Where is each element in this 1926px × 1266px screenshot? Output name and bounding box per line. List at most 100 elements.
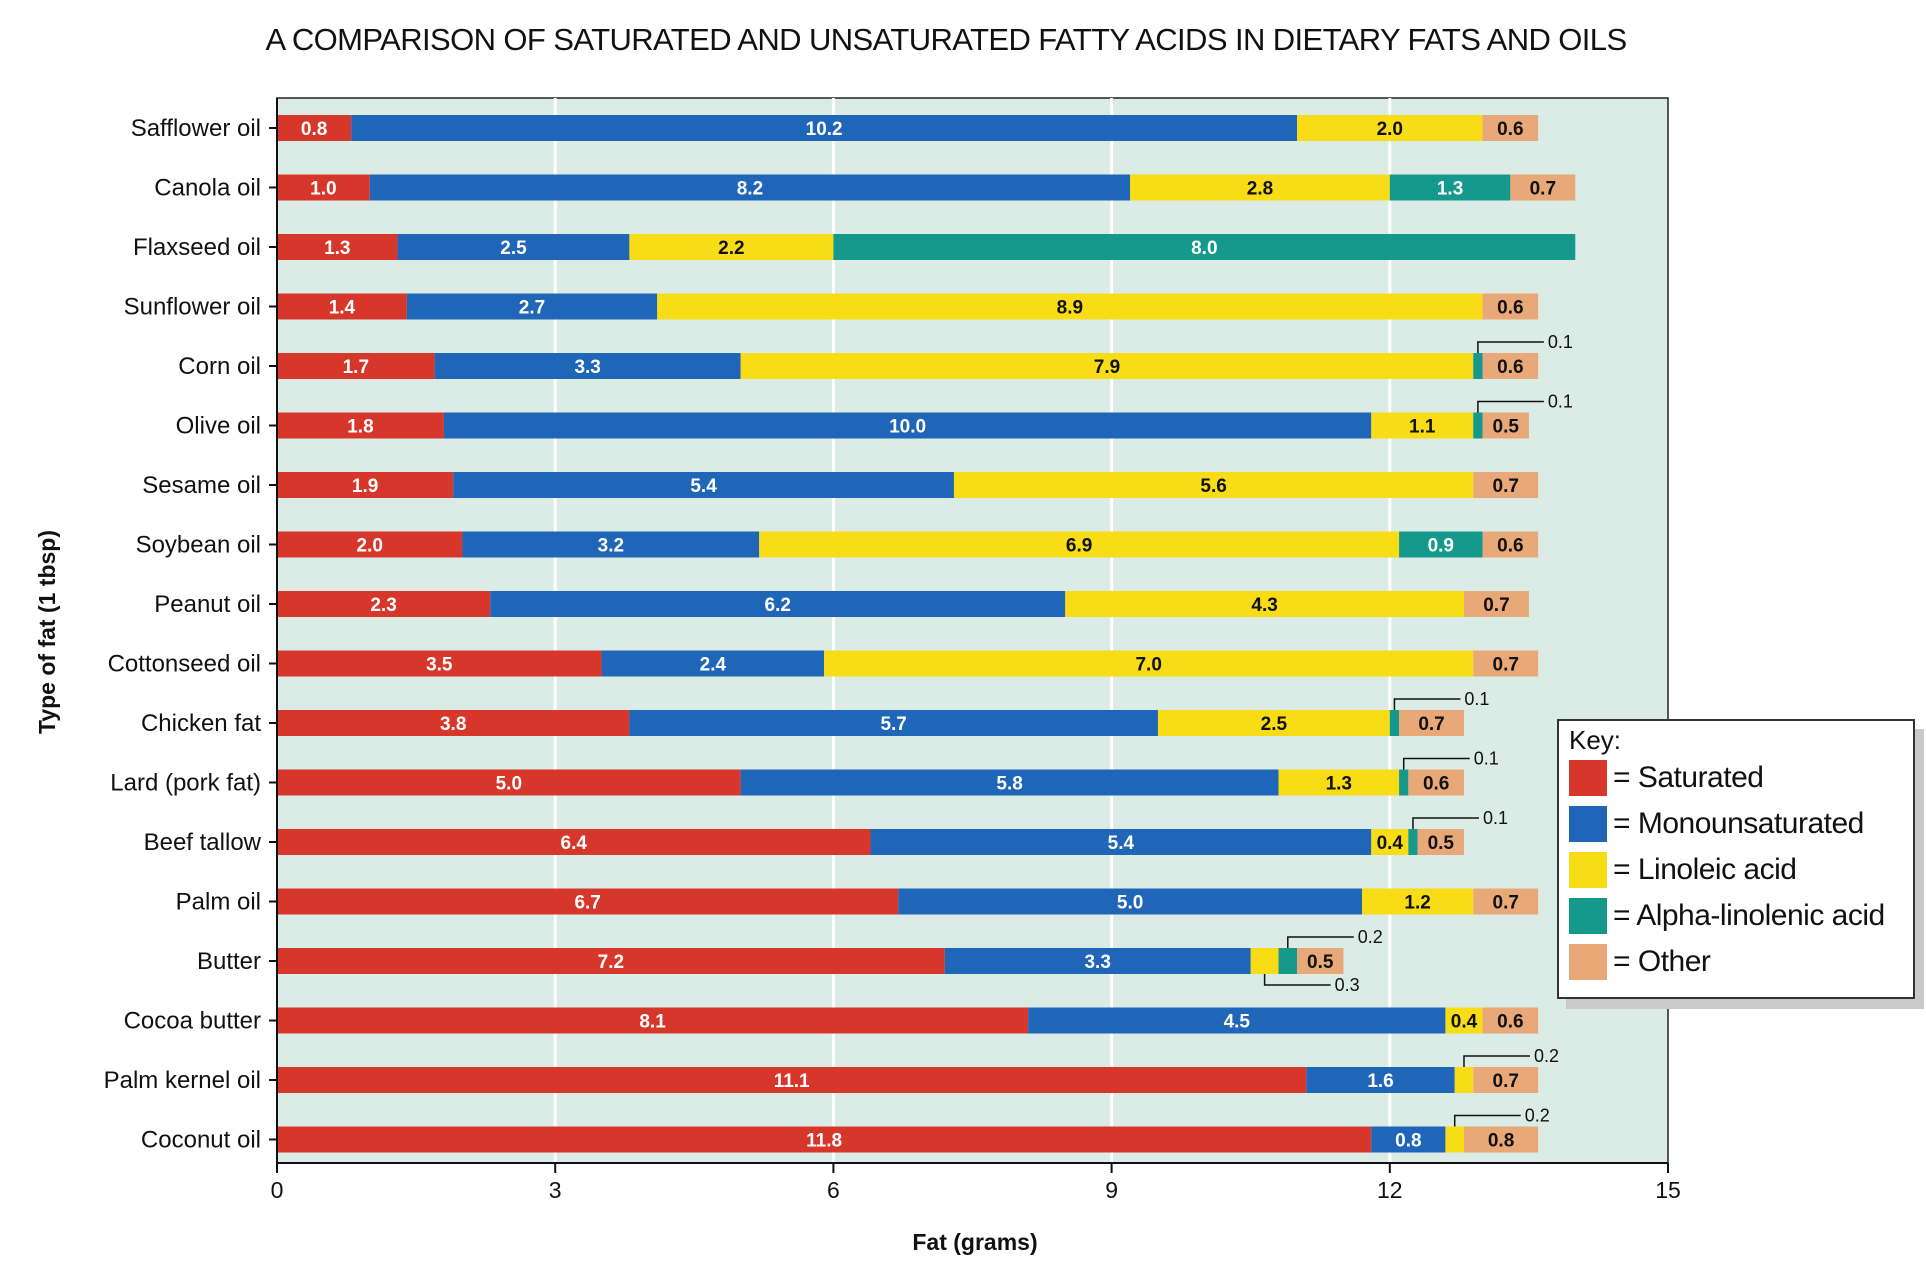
- bar-segment-cottonseed-oil-linoleic-acid: [824, 650, 1474, 677]
- y-axis-title: Type of fat (1 tbsp): [34, 530, 60, 734]
- bar-segment-butter-other: [1297, 948, 1344, 974]
- bar-segment-palm-oil-other: [1473, 888, 1539, 915]
- bar-segment-coconut-oil-monounsaturated: [1371, 1126, 1446, 1153]
- bar-segment-palm-oil-monounsaturated: [898, 888, 1362, 915]
- data-label-canola-oil-monounsaturated: 8.2: [737, 179, 763, 200]
- bar-segment-safflower-oil-monounsaturated: [351, 115, 1298, 141]
- bar-segment-lard-pork-fat-other: [1408, 769, 1464, 796]
- data-label-sunflower-oil-monounsaturated: 2.7: [519, 298, 545, 319]
- bar-segment-butter-linoleic-acid: [1250, 948, 1279, 974]
- data-label-peanut-oil-other: 0.7: [1483, 595, 1509, 616]
- legend-items: = Saturated = Monounsaturated = Linoleic a…: [1569, 755, 1905, 985]
- callouts: 0.1 0.1 0.1 0.1 0.1 0.2 0.3 0.2 0.2: [1263, 332, 1573, 1127]
- data-label-cocoa-butter-saturated: 8.1: [639, 1012, 666, 1033]
- data-label-olive-oil-other: 0.5: [1493, 417, 1520, 438]
- data-label-chicken-fat-other: 0.7: [1418, 714, 1444, 735]
- legend-label: = Other: [1613, 945, 1711, 978]
- bar-segment-chicken-fat-linoleic-acid: [1157, 710, 1390, 736]
- bar-segment-sesame-oil-linoleic-acid: [953, 472, 1474, 498]
- bar-segment-coconut-oil-saturated: [277, 1126, 1372, 1153]
- category-label-chicken-fat: Chicken fat: [141, 710, 261, 737]
- data-label-palm-kernel-oil-other: 0.7: [1493, 1071, 1519, 1092]
- legend-title: Key:: [1569, 725, 1622, 755]
- callout-label-coconut-oil: 0.2: [1525, 1106, 1550, 1126]
- legend-item-monounsaturated: = Monounsaturated: [1569, 801, 1905, 847]
- data-label-soybean-oil-linoleic-acid: 6.9: [1066, 536, 1092, 557]
- bar-segment-soybean-oil-saturated: [277, 531, 463, 558]
- callout-label-chicken-fat: 0.1: [1464, 689, 1489, 709]
- category-label-palm-kernel-oil: Palm kernel oil: [104, 1067, 261, 1094]
- bar-segment-palm-oil-linoleic-acid: [1361, 888, 1474, 915]
- data-label-peanut-oil-monounsaturated: 6.2: [765, 595, 791, 616]
- category-label-cocoa-butter: Cocoa butter: [124, 1008, 261, 1035]
- category-label-corn-oil: Corn oil: [178, 353, 261, 380]
- bar-segment-butter-saturated: [277, 948, 945, 974]
- callout-line-corn-oil: [1477, 341, 1544, 353]
- data-label-canola-oil-other: 0.7: [1530, 179, 1556, 200]
- x-tick-label: 12: [1377, 1177, 1403, 1203]
- data-label-lard-pork-fat-linoleic-acid: 1.3: [1326, 774, 1352, 795]
- x-tick-label: 0: [271, 1177, 284, 1203]
- data-label-butter-saturated: 7.2: [598, 952, 624, 973]
- legend-label: = Monounsaturated: [1613, 807, 1864, 840]
- data-label-sunflower-oil-saturated: 1.4: [329, 298, 356, 319]
- bar-segment-sunflower-oil-monounsaturated: [406, 293, 658, 320]
- bar-segment-lard-pork-fat-saturated: [277, 769, 741, 796]
- callout-label-olive-oil: 0.1: [1548, 392, 1573, 412]
- bars: [277, 115, 1576, 1153]
- bar-segment-canola-oil-other: [1510, 174, 1576, 201]
- bar-segment-flaxseed-oil-saturated: [277, 234, 398, 260]
- x-tick-label: 3: [549, 1177, 562, 1203]
- bar-segment-sesame-oil-monounsaturated: [453, 472, 954, 498]
- bar-segment-chicken-fat-monounsaturated: [629, 710, 1158, 736]
- bar-segment-corn-oil-monounsaturated: [434, 353, 741, 379]
- bar-segment-canola-oil-alpha-linolenic-acid: [1389, 174, 1511, 201]
- category-label-lard-pork-fat: Lard (pork fat): [110, 770, 261, 797]
- bar-segment-lard-pork-fat-alpha-linolenic-acid: [1399, 769, 1409, 796]
- bar-segment-sesame-oil-saturated: [277, 472, 454, 498]
- bar-segment-flaxseed-oil-alpha-linolenic-acid: [833, 234, 1576, 260]
- data-label-soybean-oil-alpha-linolenic-acid: 0.9: [1428, 536, 1454, 557]
- callout-label-palm-kernel-oil: 0.2: [1534, 1046, 1559, 1066]
- data-label-palm-kernel-oil-monounsaturated: 1.6: [1367, 1071, 1393, 1092]
- legend-label: = Linoleic acid: [1613, 853, 1797, 886]
- data-label-cocoa-butter-monounsaturated: 4.5: [1224, 1012, 1251, 1033]
- data-label-canola-oil-saturated: 1.0: [310, 179, 336, 200]
- x-axis-title: Fat (grams): [912, 1229, 1037, 1255]
- x-tick-label: 9: [1105, 1177, 1118, 1203]
- bar-segment-lard-pork-fat-linoleic-acid: [1278, 769, 1400, 796]
- callout-line-butter: [1263, 974, 1331, 986]
- bar-segment-sunflower-oil-linoleic-acid: [657, 293, 1483, 320]
- bar-segment-palm-oil-saturated: [277, 888, 899, 915]
- data-label-corn-oil-saturated: 1.7: [343, 357, 369, 378]
- data-label-sesame-oil-linoleic-acid: 5.6: [1200, 476, 1226, 497]
- bar-segment-corn-oil-alpha-linolenic-acid: [1473, 353, 1483, 379]
- category-label-canola-oil: Canola oil: [154, 175, 261, 202]
- bar-segment-chicken-fat-alpha-linolenic-acid: [1389, 710, 1400, 736]
- data-label-lard-pork-fat-saturated: 5.0: [496, 774, 522, 795]
- bar-segment-palm-kernel-oil-saturated: [277, 1067, 1307, 1093]
- data-label-beef-tallow-monounsaturated: 5.4: [1108, 833, 1135, 854]
- data-label-coconut-oil-other: 0.8: [1488, 1131, 1514, 1152]
- bar-segment-sunflower-oil-saturated: [277, 293, 407, 320]
- x-tick-label: 6: [827, 1177, 840, 1203]
- bar-segment-olive-oil-monounsaturated: [443, 412, 1372, 439]
- legend-swatch: [1569, 760, 1607, 796]
- data-label-lard-pork-fat-other: 0.6: [1423, 774, 1449, 795]
- category-labels: Safflower oil Canola oil Flaxseed oil Sunfl…: [104, 115, 277, 1154]
- category-label-butter: Butter: [197, 948, 261, 975]
- data-label-butter-monounsaturated: 3.3: [1084, 952, 1110, 973]
- data-label-soybean-oil-monounsaturated: 3.2: [598, 536, 624, 557]
- bar-segment-coconut-oil-other: [1463, 1126, 1539, 1153]
- bar-segment-butter-alpha-linolenic-acid: [1278, 948, 1298, 974]
- bar-segment-palm-kernel-oil-other: [1473, 1067, 1539, 1093]
- data-label-olive-oil-saturated: 1.8: [347, 417, 373, 438]
- data-label-cottonseed-oil-other: 0.7: [1493, 655, 1519, 676]
- bar-segment-cocoa-butter-monounsaturated: [1028, 1007, 1446, 1034]
- category-label-palm-oil: Palm oil: [176, 889, 261, 916]
- bar-segment-beef-tallow-linoleic-acid: [1371, 829, 1409, 855]
- data-label-canola-oil-linoleic-acid: 2.8: [1247, 179, 1273, 200]
- bar-segment-olive-oil-alpha-linolenic-acid: [1473, 412, 1483, 439]
- callout-line-coconut-oil: [1453, 1114, 1521, 1127]
- bar-segment-soybean-oil-other: [1482, 531, 1539, 558]
